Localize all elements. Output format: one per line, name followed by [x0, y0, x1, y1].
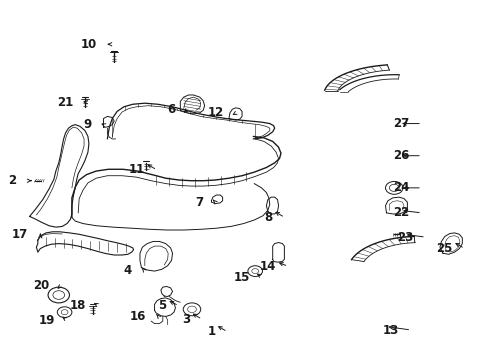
Text: 9: 9 — [83, 118, 91, 131]
Text: 25: 25 — [435, 242, 452, 255]
Text: 7: 7 — [195, 195, 203, 209]
Text: 13: 13 — [382, 324, 398, 337]
Text: 27: 27 — [393, 117, 409, 130]
Text: 22: 22 — [393, 206, 409, 219]
Text: 6: 6 — [167, 103, 175, 116]
Text: 24: 24 — [393, 181, 409, 194]
Text: 1: 1 — [207, 325, 215, 338]
Text: 16: 16 — [130, 310, 146, 323]
Text: 5: 5 — [158, 299, 166, 312]
Text: 15: 15 — [233, 271, 250, 284]
Text: 11: 11 — [128, 163, 144, 176]
Text: 8: 8 — [264, 211, 272, 224]
Text: 23: 23 — [397, 231, 413, 244]
Text: 12: 12 — [207, 106, 224, 120]
Text: 17: 17 — [12, 228, 28, 241]
Text: 4: 4 — [123, 264, 131, 276]
Text: 10: 10 — [80, 38, 97, 51]
Text: 19: 19 — [39, 314, 55, 327]
Text: 14: 14 — [259, 260, 276, 273]
Text: 20: 20 — [33, 279, 49, 292]
Text: 21: 21 — [57, 96, 73, 109]
Text: 3: 3 — [182, 313, 190, 326]
Text: 26: 26 — [393, 149, 409, 162]
Text: 2: 2 — [8, 174, 16, 187]
Text: 18: 18 — [70, 299, 86, 312]
